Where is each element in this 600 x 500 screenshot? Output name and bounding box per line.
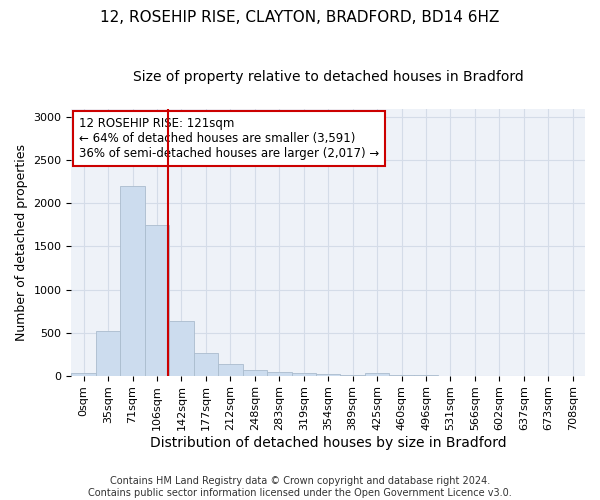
X-axis label: Distribution of detached houses by size in Bradford: Distribution of detached houses by size … (150, 436, 506, 450)
Title: Size of property relative to detached houses in Bradford: Size of property relative to detached ho… (133, 70, 524, 84)
Bar (267, 372, 292, 376)
Bar (121, 186, 145, 376)
Bar (316, 374, 340, 376)
Y-axis label: Number of detached properties: Number of detached properties (15, 144, 28, 340)
Bar (145, 225, 169, 376)
Text: 12, ROSEHIP RISE, CLAYTON, BRADFORD, BD14 6HZ: 12, ROSEHIP RISE, CLAYTON, BRADFORD, BD1… (100, 10, 500, 25)
Bar (96, 331, 121, 376)
Bar (194, 353, 218, 376)
Bar (218, 364, 242, 376)
Text: Contains HM Land Registry data © Crown copyright and database right 2024.
Contai: Contains HM Land Registry data © Crown c… (88, 476, 512, 498)
Text: 12 ROSEHIP RISE: 121sqm
← 64% of detached houses are smaller (3,591)
36% of semi: 12 ROSEHIP RISE: 121sqm ← 64% of detache… (79, 117, 379, 160)
Bar (340, 374, 365, 376)
Bar (242, 370, 267, 376)
Bar (292, 374, 316, 376)
Bar (365, 373, 389, 376)
Bar (71, 374, 96, 376)
Bar (169, 321, 194, 376)
